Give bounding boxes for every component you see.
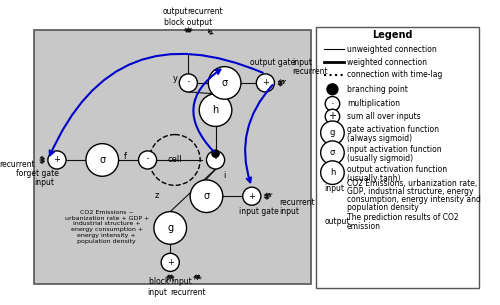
Text: emission: emission bbox=[347, 222, 381, 231]
Circle shape bbox=[212, 150, 219, 157]
Text: i: i bbox=[224, 171, 226, 180]
Text: (usually tanh): (usually tanh) bbox=[347, 174, 401, 183]
Text: input: input bbox=[292, 58, 312, 67]
Text: block input: block input bbox=[149, 277, 192, 286]
Text: +: + bbox=[328, 111, 336, 121]
Circle shape bbox=[320, 121, 344, 145]
Text: block output: block output bbox=[164, 18, 212, 27]
Text: weighted connection: weighted connection bbox=[347, 58, 427, 66]
Text: GDP, industrial structure, energy: GDP, industrial structure, energy bbox=[347, 187, 474, 196]
Text: recurrent: recurrent bbox=[292, 67, 328, 76]
FancyBboxPatch shape bbox=[316, 27, 480, 288]
Text: Legend: Legend bbox=[372, 30, 412, 40]
Text: cell: cell bbox=[168, 156, 182, 164]
Text: CO2 Emissions ~
urbanization rate + GDP +
industrial structure +
energy consumpt: CO2 Emissions ~ urbanization rate + GDP … bbox=[64, 210, 149, 244]
Text: population density: population density bbox=[347, 203, 418, 213]
Text: (always sigmoid): (always sigmoid) bbox=[347, 134, 412, 143]
Text: multiplication: multiplication bbox=[347, 99, 400, 108]
Circle shape bbox=[154, 212, 186, 244]
Circle shape bbox=[206, 151, 224, 169]
Text: g: g bbox=[330, 128, 335, 137]
Text: ·: · bbox=[330, 99, 334, 109]
Text: f: f bbox=[124, 152, 126, 161]
Text: gate activation function: gate activation function bbox=[347, 125, 439, 134]
Text: input: input bbox=[34, 178, 54, 187]
Circle shape bbox=[48, 151, 66, 169]
Text: ·: · bbox=[214, 153, 218, 167]
Circle shape bbox=[208, 66, 241, 99]
Text: h: h bbox=[212, 105, 218, 115]
Circle shape bbox=[256, 74, 274, 92]
Circle shape bbox=[327, 84, 338, 95]
Circle shape bbox=[180, 74, 198, 92]
Text: output activation function: output activation function bbox=[347, 164, 447, 174]
Text: sum all over inputs: sum all over inputs bbox=[347, 112, 420, 121]
Text: σ: σ bbox=[204, 191, 210, 201]
Text: unweighted connection: unweighted connection bbox=[347, 45, 436, 54]
Text: input: input bbox=[279, 207, 299, 216]
Circle shape bbox=[320, 161, 344, 185]
Text: recurrent: recurrent bbox=[170, 288, 206, 297]
Text: +: + bbox=[262, 78, 269, 88]
Circle shape bbox=[199, 94, 232, 127]
FancyBboxPatch shape bbox=[34, 30, 310, 284]
Circle shape bbox=[86, 144, 118, 176]
Text: output: output bbox=[324, 217, 350, 226]
Text: z: z bbox=[154, 191, 159, 200]
Text: The prediction results of CO2: The prediction results of CO2 bbox=[347, 213, 459, 221]
Text: output gate: output gate bbox=[250, 58, 296, 67]
Text: σ: σ bbox=[222, 78, 228, 88]
Text: g: g bbox=[167, 223, 173, 233]
Text: σ: σ bbox=[99, 155, 105, 165]
Circle shape bbox=[320, 141, 344, 164]
Text: output: output bbox=[163, 7, 188, 16]
Circle shape bbox=[138, 151, 156, 169]
Circle shape bbox=[325, 109, 340, 124]
Circle shape bbox=[242, 187, 261, 205]
Text: recurrent: recurrent bbox=[279, 198, 314, 207]
Text: input: input bbox=[148, 288, 168, 297]
Text: +: + bbox=[248, 192, 255, 201]
Circle shape bbox=[325, 96, 340, 111]
Text: branching point: branching point bbox=[347, 85, 408, 94]
Text: CO2 Emissions, urbanization rate,: CO2 Emissions, urbanization rate, bbox=[347, 179, 477, 188]
Text: input: input bbox=[324, 185, 344, 193]
Text: consumption, energy intensity and: consumption, energy intensity and bbox=[347, 195, 481, 204]
Text: input gate: input gate bbox=[239, 207, 279, 216]
Text: h: h bbox=[330, 168, 335, 177]
Text: ·: · bbox=[146, 153, 150, 167]
Text: +: + bbox=[54, 156, 60, 164]
Text: y: y bbox=[172, 74, 178, 83]
Text: +: + bbox=[167, 258, 173, 267]
Circle shape bbox=[161, 253, 180, 271]
Text: connection with time-lag: connection with time-lag bbox=[347, 70, 442, 79]
Text: recurrent: recurrent bbox=[0, 160, 35, 169]
Text: input activation function: input activation function bbox=[347, 145, 442, 154]
Circle shape bbox=[190, 180, 223, 213]
Text: forget gate: forget gate bbox=[16, 169, 58, 178]
Text: σ: σ bbox=[330, 148, 335, 157]
Text: ·: · bbox=[186, 77, 190, 89]
Text: (usually sigmoid): (usually sigmoid) bbox=[347, 154, 413, 163]
Text: recurrent: recurrent bbox=[187, 7, 222, 16]
